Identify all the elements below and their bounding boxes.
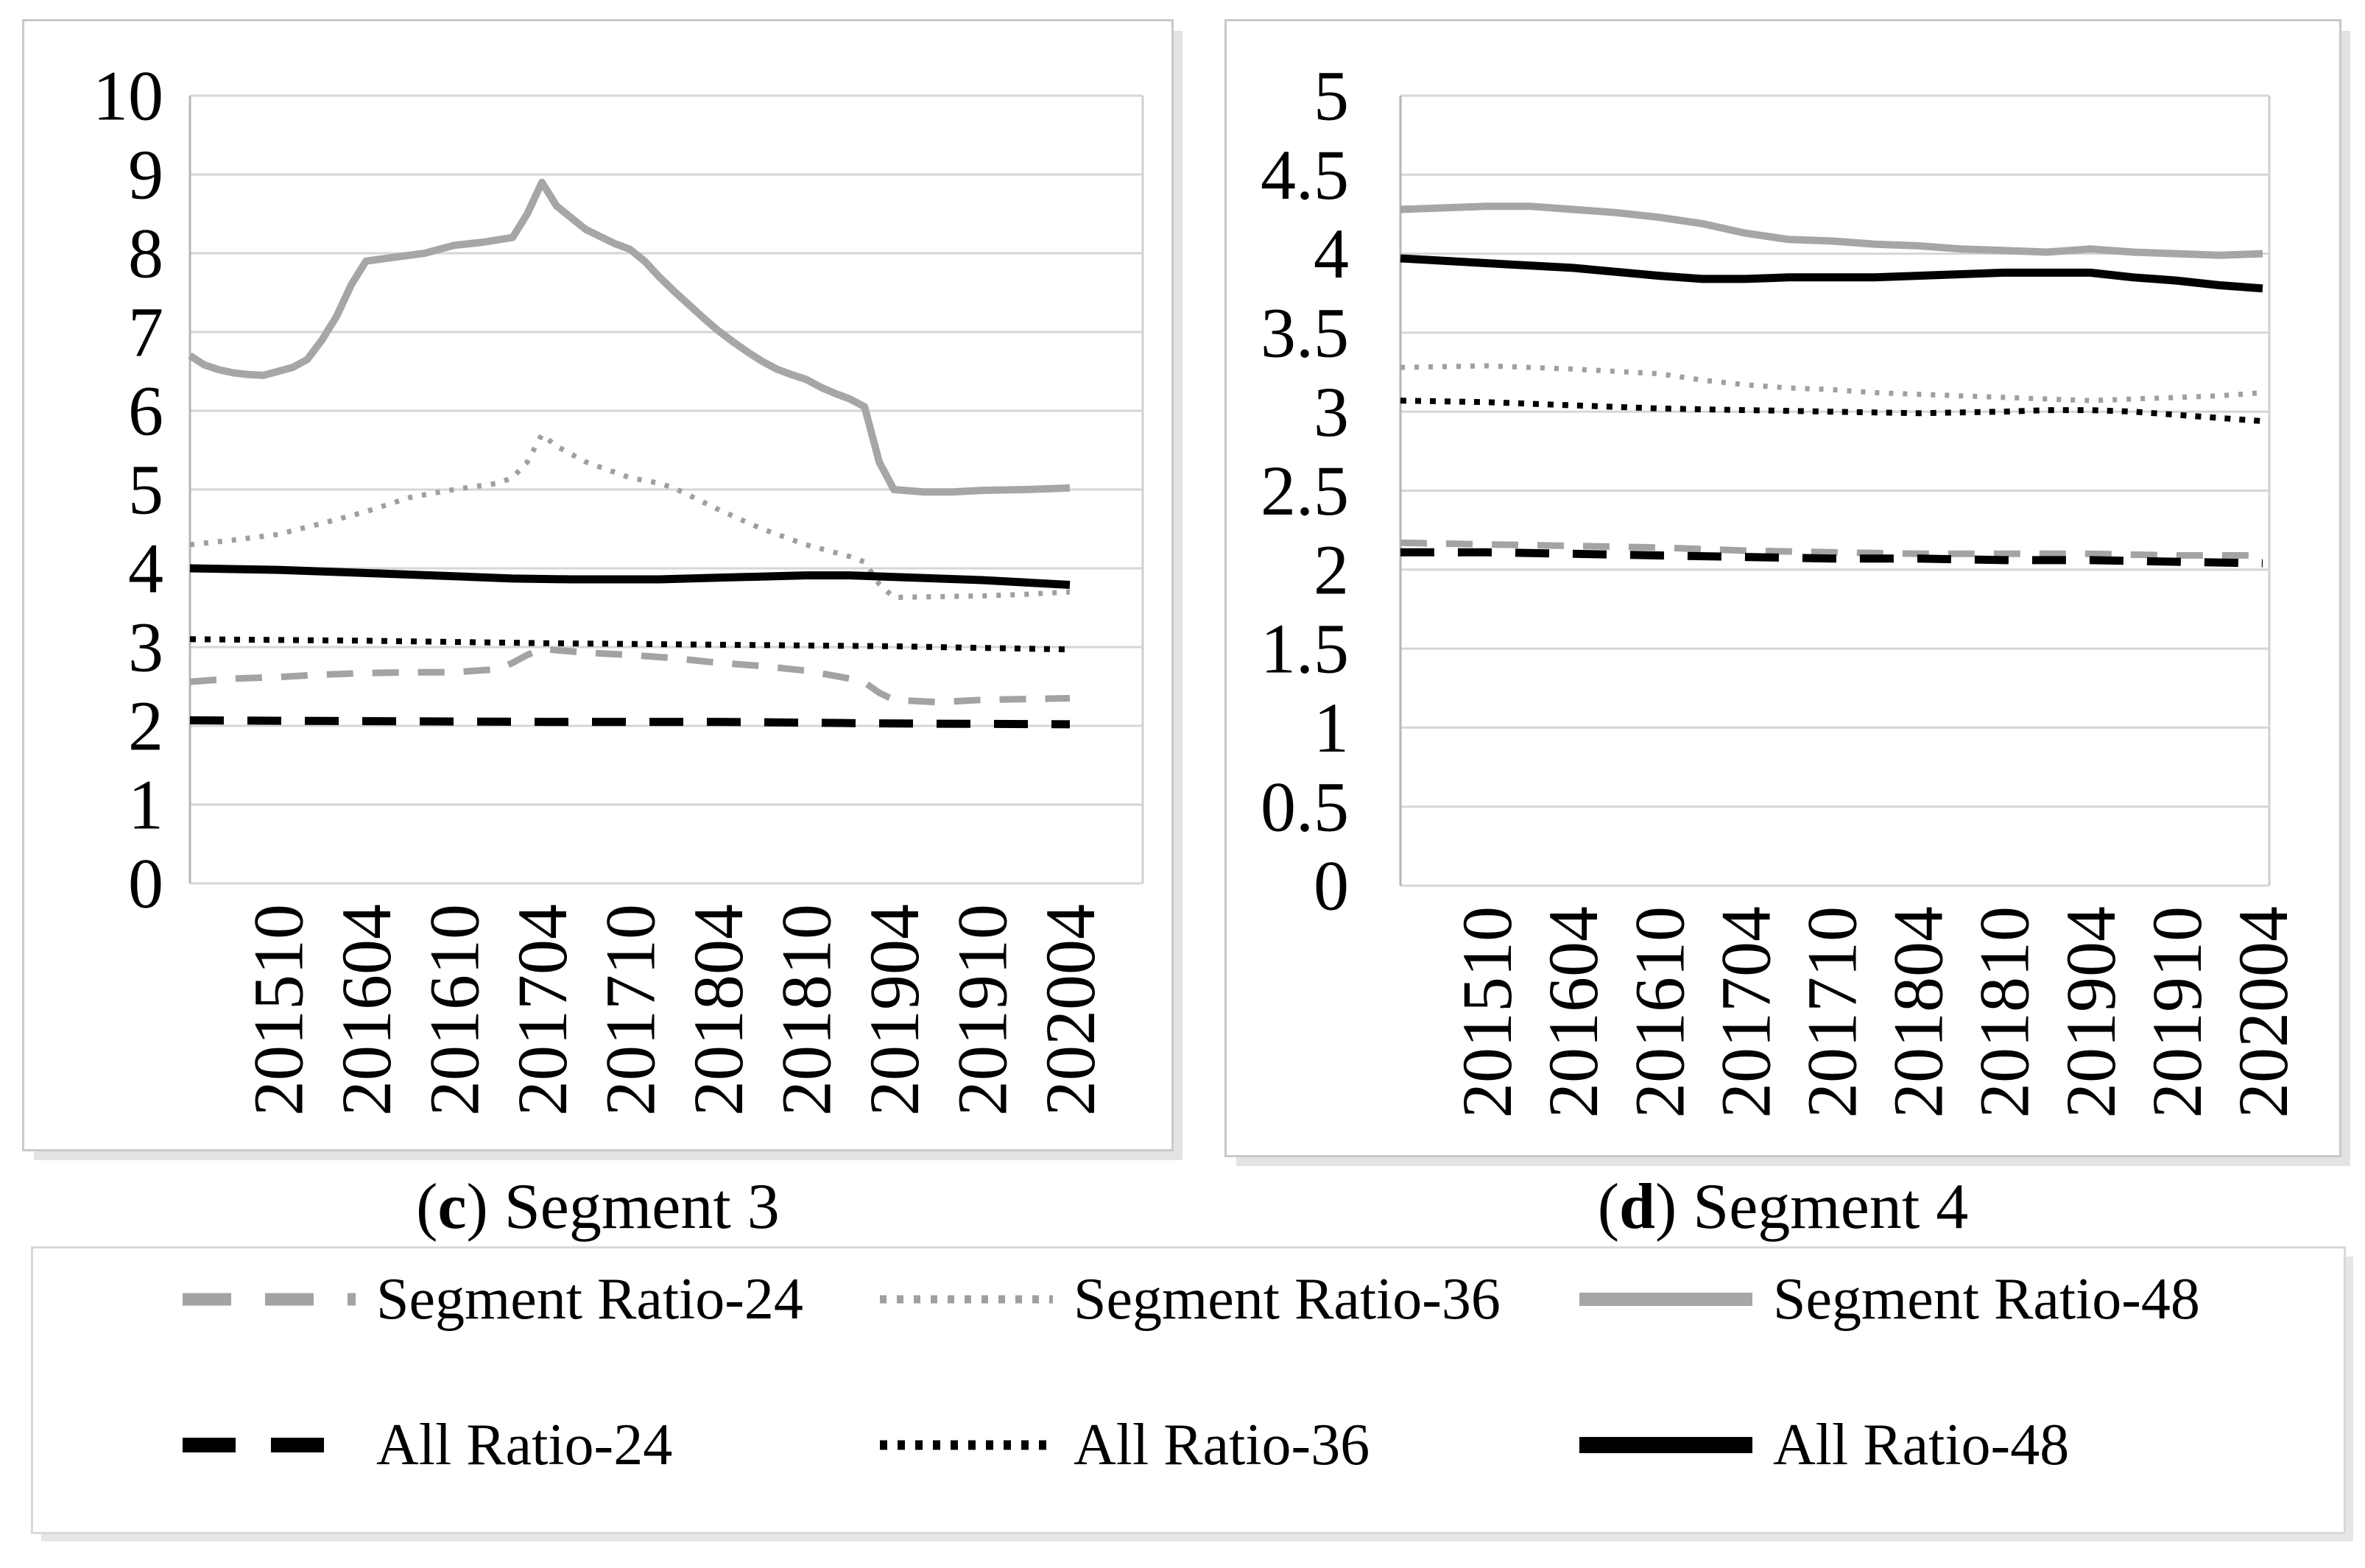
- legend-swatch-all36: [880, 1440, 1053, 1450]
- series-all48: [189, 564, 1071, 589]
- y-tick-label: 3: [1314, 372, 1349, 451]
- y-tick-label: 2: [128, 687, 163, 766]
- x-tick-label: 202004: [1031, 904, 1110, 1116]
- legend-label-seg36: Segment Ratio-36: [1074, 1266, 1501, 1332]
- x-tick-label: 202004: [2224, 906, 2302, 1118]
- legend-label-seg24: Segment Ratio-24: [376, 1266, 803, 1332]
- legend-item-seg36: Segment Ratio-36: [880, 1259, 1501, 1340]
- y-tick-label: 1.5: [1261, 610, 1349, 688]
- y-tick-label: 7: [128, 293, 163, 372]
- legend-swatch-seg24: [183, 1293, 356, 1306]
- y-tick-label: 5: [128, 451, 163, 529]
- legend-item-seg24: Segment Ratio-24: [183, 1259, 803, 1340]
- x-tick-label: 201910: [2137, 906, 2216, 1118]
- y-tick-label: 0: [1314, 847, 1349, 925]
- x-tick-label: 201810: [1965, 906, 2044, 1118]
- x-tick-label: 201610: [1620, 906, 1699, 1118]
- x-tick-label: 201710: [591, 904, 670, 1116]
- legend-swatch-seg36: [880, 1295, 1053, 1304]
- x-tick-label: 201510: [1448, 906, 1526, 1118]
- caption-segment-4: (d) Segment 4: [1224, 1169, 2341, 1246]
- caption-rest: ) Segment 3: [466, 1171, 780, 1243]
- series-seg48: [188, 178, 1071, 496]
- x-tick-label: 201910: [943, 904, 1022, 1116]
- x-tick-labels: 201510 201604 201610 201704 201710 201804 2018…: [239, 904, 1110, 1116]
- y-tick-label: 3: [128, 608, 163, 687]
- gridlines: [190, 94, 1143, 885]
- series-all24: [1400, 548, 2263, 568]
- caption-letter: c: [437, 1171, 467, 1243]
- y-tick-label: 4.5: [1261, 135, 1349, 214]
- legend-item-all48: All Ratio-48: [1579, 1405, 2069, 1486]
- caption-rest: ) Segment 4: [1655, 1171, 1969, 1243]
- series-all24: [189, 716, 1071, 729]
- x-tick-label: 201704: [1706, 906, 1785, 1118]
- x-tick-label: 201704: [503, 904, 582, 1116]
- series-seg48: [1400, 202, 2263, 259]
- x-tick-label: 201804: [679, 904, 758, 1116]
- legend-item-seg48: Segment Ratio-48: [1579, 1259, 2200, 1340]
- legend-swatch-all48: [1579, 1437, 1752, 1453]
- chart-panel-segment-3: 0 1 2 3 4 5 6 7 8 9 10 201510 201604 201610 201704 2017…: [22, 19, 1174, 1151]
- y-tick-labels: 00.511.522.533.544.55: [1261, 57, 1349, 925]
- legend-item-all36: All Ratio-36: [880, 1405, 1370, 1486]
- legend-label-seg48: Segment Ratio-48: [1773, 1266, 2200, 1332]
- x-tick-label: 201510: [239, 904, 318, 1116]
- y-tick-label: 8: [128, 214, 163, 293]
- y-tick-label: 0: [128, 844, 163, 923]
- legend-item-all24: All Ratio-24: [183, 1405, 672, 1486]
- legend-swatch-all24: [183, 1438, 356, 1452]
- legend-swatch-seg48: [1579, 1293, 1752, 1306]
- y-tick-label: 4: [128, 529, 163, 608]
- y-tick-label: 2.5: [1261, 451, 1349, 530]
- y-tick-label: 0.5: [1261, 767, 1349, 846]
- series-all48: [1400, 254, 2263, 293]
- chart-panel-segment-4: 0 0.5 1 1.5 2 2.5 3 3.5 4 4.5 5 201510 201604 201610 2…: [1224, 19, 2341, 1157]
- x-tick-label: 201904: [2051, 906, 2130, 1118]
- series-seg24: [1400, 539, 2263, 559]
- y-tick-label: 1: [1314, 688, 1349, 767]
- y-tick-label: 2: [1314, 530, 1349, 609]
- y-tick-label: 5: [1314, 57, 1349, 135]
- x-tick-labels: 201510 201604 201610 201704 201710 201804 2018…: [1448, 906, 2302, 1118]
- x-tick-label: 201810: [767, 904, 846, 1116]
- x-tick-label: 201604: [327, 904, 406, 1116]
- legend-label-all48: All Ratio-48: [1773, 1412, 2070, 1477]
- x-tick-label: 201610: [415, 904, 494, 1116]
- legend-label-all36: All Ratio-36: [1074, 1412, 1370, 1477]
- caption-segment-3: (c) Segment 3: [22, 1169, 1174, 1246]
- caption-letter: d: [1619, 1171, 1655, 1243]
- x-tick-label: 201710: [1793, 906, 1872, 1118]
- x-tick-label: 201904: [855, 904, 934, 1116]
- x-tick-label: 201604: [1534, 906, 1612, 1118]
- series-all36: [1400, 398, 2263, 425]
- y-tick-label: 9: [128, 135, 163, 214]
- caption-open: (: [1597, 1171, 1620, 1243]
- caption-open: (: [416, 1171, 438, 1243]
- y-tick-label: 3.5: [1261, 294, 1349, 372]
- legend-label-all24: All Ratio-24: [376, 1412, 673, 1477]
- y-tick-label: 1: [128, 766, 163, 844]
- y-tick-label: 6: [128, 372, 163, 451]
- y-tick-label: 4: [1314, 214, 1349, 293]
- series-seg36: [1400, 363, 2263, 403]
- gridlines: [1400, 94, 2269, 887]
- series-seg24: [189, 645, 1071, 706]
- x-tick-label: 201804: [1879, 906, 1958, 1118]
- y-tick-label: 10: [93, 57, 163, 135]
- legend-box: Segment Ratio-24 Segment Ratio-36 Segment …: [31, 1246, 2346, 1534]
